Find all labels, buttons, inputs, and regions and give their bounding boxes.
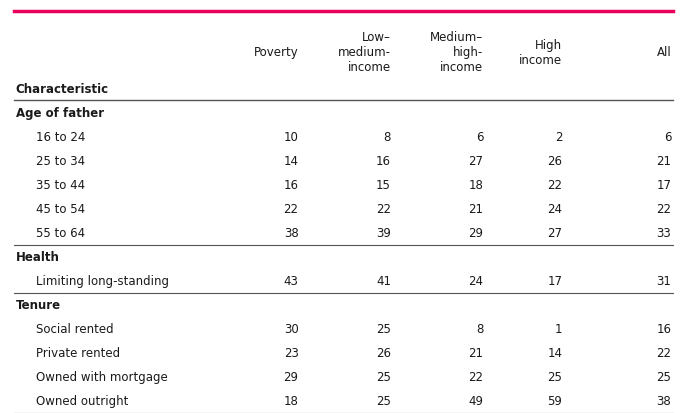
Text: 35 to 44: 35 to 44 <box>36 178 85 192</box>
Text: 26: 26 <box>548 154 563 168</box>
Text: 14: 14 <box>284 154 299 168</box>
Text: 6: 6 <box>664 131 671 144</box>
Text: 22: 22 <box>548 178 563 192</box>
Text: 24: 24 <box>548 202 563 216</box>
Text: 21: 21 <box>469 346 483 359</box>
Text: 29: 29 <box>284 370 299 383</box>
Text: 30: 30 <box>284 322 299 335</box>
Text: Social rented: Social rented <box>36 322 113 335</box>
Text: 17: 17 <box>656 178 671 192</box>
Text: 25: 25 <box>376 394 391 407</box>
Text: 55 to 64: 55 to 64 <box>36 226 85 240</box>
Text: 45 to 54: 45 to 54 <box>36 202 85 216</box>
Text: 8: 8 <box>383 131 391 144</box>
Text: 25: 25 <box>656 370 671 383</box>
Text: 15: 15 <box>376 178 391 192</box>
Text: 43: 43 <box>284 274 299 287</box>
Text: 22: 22 <box>656 202 671 216</box>
Text: 29: 29 <box>469 226 483 240</box>
Text: 22: 22 <box>656 346 671 359</box>
Text: Health: Health <box>16 250 60 263</box>
Text: Poverty: Poverty <box>254 46 299 59</box>
Text: 16: 16 <box>376 154 391 168</box>
Text: 27: 27 <box>548 226 563 240</box>
Text: 1: 1 <box>555 322 563 335</box>
Text: Private rented: Private rented <box>36 346 120 359</box>
Text: 27: 27 <box>469 154 483 168</box>
Text: 41: 41 <box>376 274 391 287</box>
Text: 21: 21 <box>469 202 483 216</box>
Text: 49: 49 <box>469 394 483 407</box>
Text: 59: 59 <box>548 394 563 407</box>
Text: High
income: High income <box>519 39 563 66</box>
Text: 2: 2 <box>555 131 563 144</box>
Text: 39: 39 <box>376 226 391 240</box>
Text: 16 to 24: 16 to 24 <box>36 131 85 144</box>
Text: 14: 14 <box>548 346 563 359</box>
Text: Owned outright: Owned outright <box>36 394 128 407</box>
Text: 33: 33 <box>657 226 671 240</box>
Text: 8: 8 <box>476 322 483 335</box>
Text: Medium–
high-
income: Medium– high- income <box>430 31 483 74</box>
Text: 23: 23 <box>284 346 299 359</box>
Text: 26: 26 <box>376 346 391 359</box>
Text: 25: 25 <box>376 322 391 335</box>
Text: 22: 22 <box>284 202 299 216</box>
Text: 22: 22 <box>469 370 483 383</box>
Text: Tenure: Tenure <box>16 298 61 311</box>
Text: 38: 38 <box>284 226 299 240</box>
Text: 6: 6 <box>475 131 483 144</box>
Text: All: All <box>657 46 671 59</box>
Text: 18: 18 <box>284 394 299 407</box>
Text: 17: 17 <box>548 274 563 287</box>
Text: 24: 24 <box>469 274 483 287</box>
Text: Owned with mortgage: Owned with mortgage <box>36 370 168 383</box>
Text: 25: 25 <box>548 370 563 383</box>
Text: 25 to 34: 25 to 34 <box>36 154 85 168</box>
Text: 18: 18 <box>469 178 483 192</box>
Text: Low–
medium-
income: Low– medium- income <box>338 31 391 74</box>
Text: 21: 21 <box>656 154 671 168</box>
Text: 22: 22 <box>376 202 391 216</box>
Text: Characteristic: Characteristic <box>16 83 109 96</box>
Text: 10: 10 <box>284 131 299 144</box>
Text: Age of father: Age of father <box>16 107 104 120</box>
Text: Limiting long-standing: Limiting long-standing <box>36 274 168 287</box>
Text: 16: 16 <box>656 322 671 335</box>
Text: 25: 25 <box>376 370 391 383</box>
Text: 38: 38 <box>657 394 671 407</box>
Text: 31: 31 <box>656 274 671 287</box>
Text: 16: 16 <box>284 178 299 192</box>
